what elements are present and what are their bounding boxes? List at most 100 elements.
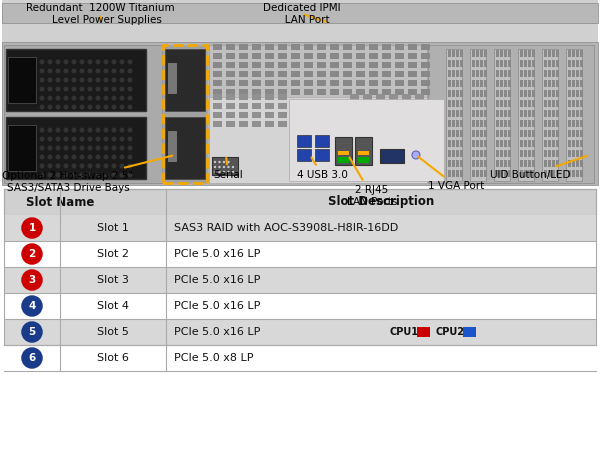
FancyBboxPatch shape [2,3,598,23]
Circle shape [119,77,125,82]
FancyBboxPatch shape [350,121,359,127]
FancyBboxPatch shape [395,80,404,86]
FancyBboxPatch shape [460,140,463,147]
Text: 4: 4 [28,301,35,311]
FancyBboxPatch shape [496,50,499,57]
FancyBboxPatch shape [358,151,369,155]
Circle shape [104,68,109,73]
FancyBboxPatch shape [472,110,475,117]
FancyBboxPatch shape [376,103,385,109]
FancyBboxPatch shape [265,89,274,95]
Circle shape [71,154,77,159]
FancyBboxPatch shape [480,110,483,117]
FancyBboxPatch shape [528,110,531,117]
FancyBboxPatch shape [576,50,579,57]
FancyBboxPatch shape [448,60,451,67]
FancyBboxPatch shape [291,62,300,68]
FancyBboxPatch shape [330,62,339,68]
FancyBboxPatch shape [484,170,487,177]
FancyBboxPatch shape [472,150,475,157]
FancyBboxPatch shape [568,70,571,77]
FancyBboxPatch shape [212,157,238,175]
Circle shape [104,145,109,150]
FancyBboxPatch shape [278,80,287,86]
FancyBboxPatch shape [209,45,427,183]
FancyBboxPatch shape [504,150,507,157]
Circle shape [119,96,125,101]
FancyBboxPatch shape [572,70,575,77]
FancyBboxPatch shape [472,130,475,137]
FancyBboxPatch shape [213,44,222,50]
Text: Optional 2 Hot-swap 2.5"
SAS3/SATA3 Drive Bays: Optional 2 Hot-swap 2.5" SAS3/SATA3 Driv… [2,156,172,193]
FancyBboxPatch shape [572,170,575,177]
FancyBboxPatch shape [580,150,583,157]
Circle shape [104,136,109,141]
FancyBboxPatch shape [226,62,235,68]
Circle shape [556,268,576,288]
FancyBboxPatch shape [568,110,571,117]
FancyBboxPatch shape [496,150,499,157]
FancyBboxPatch shape [417,327,430,337]
FancyBboxPatch shape [291,80,300,86]
FancyBboxPatch shape [496,130,499,137]
FancyBboxPatch shape [226,80,235,86]
Circle shape [95,145,101,150]
FancyBboxPatch shape [460,170,463,177]
FancyBboxPatch shape [421,44,430,50]
FancyBboxPatch shape [460,80,463,87]
FancyBboxPatch shape [382,62,391,68]
FancyBboxPatch shape [472,120,475,127]
FancyBboxPatch shape [518,49,534,181]
FancyBboxPatch shape [520,50,523,57]
FancyBboxPatch shape [446,49,462,181]
Circle shape [22,348,42,368]
Text: Slot 4: Slot 4 [97,301,129,311]
FancyBboxPatch shape [548,120,551,127]
Circle shape [95,105,101,110]
Circle shape [214,171,216,173]
FancyBboxPatch shape [544,170,547,177]
FancyBboxPatch shape [500,170,503,177]
Circle shape [71,164,77,169]
FancyBboxPatch shape [448,50,451,57]
FancyBboxPatch shape [520,90,523,97]
Circle shape [128,164,133,169]
Circle shape [95,127,101,132]
Circle shape [112,59,116,64]
FancyBboxPatch shape [380,149,404,163]
Circle shape [95,136,101,141]
FancyBboxPatch shape [239,62,248,68]
Circle shape [104,96,109,101]
FancyBboxPatch shape [395,44,404,50]
FancyBboxPatch shape [213,103,222,109]
FancyBboxPatch shape [213,89,222,95]
FancyBboxPatch shape [168,131,176,161]
FancyBboxPatch shape [252,80,261,86]
FancyBboxPatch shape [496,90,499,97]
FancyBboxPatch shape [576,80,579,87]
FancyBboxPatch shape [4,293,596,319]
Circle shape [119,68,125,73]
FancyBboxPatch shape [408,80,417,86]
FancyBboxPatch shape [556,170,559,177]
FancyBboxPatch shape [452,70,455,77]
Circle shape [112,145,116,150]
Circle shape [112,164,116,169]
Text: Slot 5: Slot 5 [97,327,129,337]
FancyBboxPatch shape [496,120,499,127]
Circle shape [23,245,41,263]
FancyBboxPatch shape [226,94,235,100]
FancyBboxPatch shape [265,44,274,50]
FancyBboxPatch shape [580,90,583,97]
Circle shape [436,268,456,288]
Circle shape [47,164,53,169]
Circle shape [22,322,42,342]
FancyBboxPatch shape [496,140,499,147]
FancyBboxPatch shape [504,130,507,137]
FancyBboxPatch shape [402,121,411,127]
FancyBboxPatch shape [528,160,531,167]
FancyBboxPatch shape [566,49,582,181]
FancyBboxPatch shape [524,110,527,117]
FancyBboxPatch shape [520,120,523,127]
FancyBboxPatch shape [476,80,479,87]
